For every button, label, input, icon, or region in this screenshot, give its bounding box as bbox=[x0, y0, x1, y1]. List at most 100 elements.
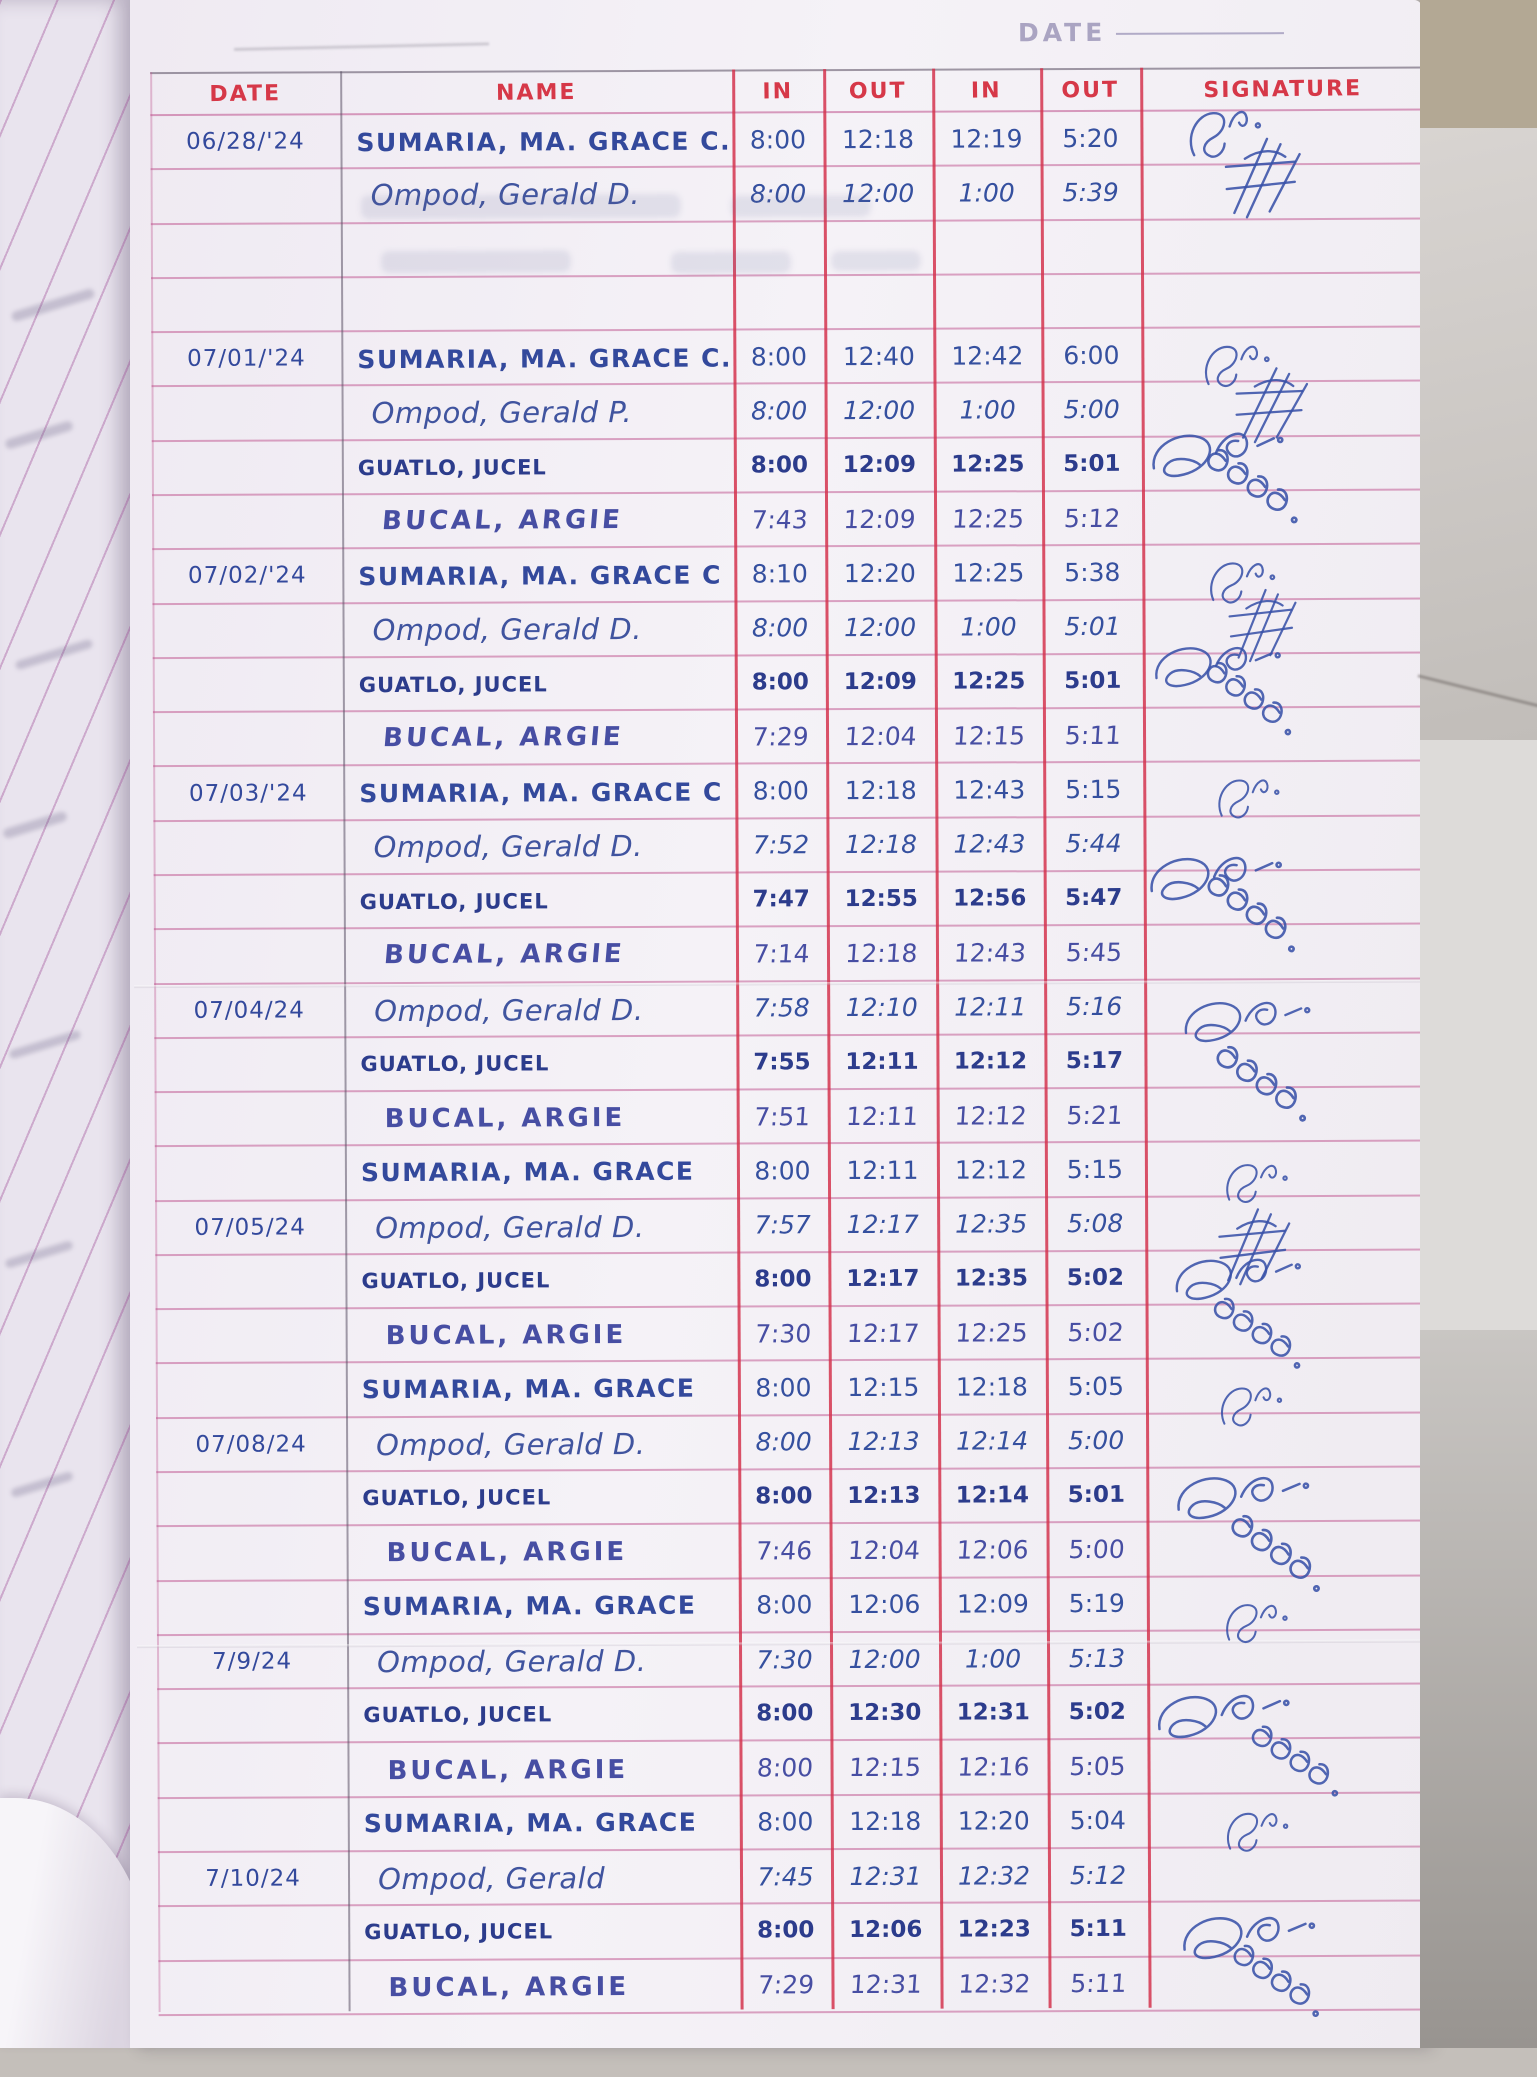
signature-cell bbox=[1143, 788, 1428, 789]
name-cell: BUCAL, ARGIE bbox=[347, 1754, 739, 1786]
in-pm-cell: 12:35 bbox=[937, 1209, 1045, 1238]
out-pm-cell: 5:01 bbox=[1043, 668, 1143, 694]
out-am-cell: 12:17 bbox=[828, 1318, 939, 1347]
in-pm-cell: 12:35 bbox=[937, 1265, 1045, 1291]
in-pm-cell: 12:14 bbox=[938, 1427, 1046, 1456]
out-am-cell: 12:30 bbox=[830, 1700, 939, 1726]
out-pm-cell: 5:12 bbox=[1041, 503, 1143, 532]
out-pm-cell: 5:02 bbox=[1045, 1265, 1145, 1291]
out-am-cell: 12:06 bbox=[831, 1917, 940, 1943]
date-cell: 7/9/24 bbox=[157, 1648, 347, 1675]
out-am-cell: 12:18 bbox=[831, 1807, 940, 1836]
in-am-cell: 8:00 bbox=[734, 452, 825, 478]
out-am-cell: 12:40 bbox=[824, 341, 933, 370]
name-cell: GUATLO, JUCEL bbox=[343, 671, 735, 697]
in-am-cell: 7:51 bbox=[736, 1102, 829, 1131]
in-am-cell: 8:00 bbox=[740, 1807, 831, 1836]
out-am-cell: 12:11 bbox=[828, 1156, 937, 1185]
out-am-cell: 12:31 bbox=[831, 1970, 942, 1999]
date-cell bbox=[154, 901, 344, 902]
date-cell bbox=[153, 738, 343, 739]
date-cell: 06/28/'24 bbox=[150, 128, 340, 155]
in-pm-cell: 12:31 bbox=[939, 1699, 1047, 1725]
header-name: NAME bbox=[340, 77, 732, 107]
name-cell: GUATLO, JUCEL bbox=[346, 1485, 738, 1511]
signature-cell bbox=[1144, 951, 1429, 952]
name-cell: GUATLO, JUCEL bbox=[344, 889, 736, 915]
in-pm-cell: 12:14 bbox=[938, 1482, 1046, 1508]
out-pm-cell: 5:01 bbox=[1042, 451, 1142, 477]
out-am-cell: 12:00 bbox=[825, 396, 934, 425]
out-pm-cell: 5:21 bbox=[1044, 1100, 1146, 1129]
in-am-cell: 7:45 bbox=[740, 1862, 831, 1891]
date-cell bbox=[152, 521, 342, 522]
in-pm-cell: 12:12 bbox=[936, 1101, 1046, 1130]
signature-cell bbox=[1141, 191, 1426, 192]
date-cell: 07/04/24 bbox=[154, 997, 344, 1024]
in-am-cell: 8:00 bbox=[737, 1156, 828, 1185]
out-pm-cell: 5:17 bbox=[1044, 1048, 1144, 1074]
date-cell bbox=[157, 1553, 347, 1554]
in-pm-cell: 12:43 bbox=[935, 775, 1043, 804]
in-pm-cell: 12:32 bbox=[940, 1861, 1048, 1890]
name-cell: SUMARIA, MA. GRACE C. bbox=[340, 126, 732, 157]
sheet: DATE DATE NAME IN OUT IN OUT SIGNATURE 0… bbox=[130, 0, 1431, 2048]
name-cell: Ompod, Gerald D. bbox=[344, 992, 736, 1028]
signature-cell bbox=[1147, 1602, 1432, 1603]
header-out-am: OUT bbox=[823, 78, 932, 104]
in-pm-cell: 12:25 bbox=[933, 504, 1043, 533]
date-cell bbox=[157, 1607, 347, 1608]
out-pm-cell: 5:00 bbox=[1042, 395, 1142, 424]
out-pm-cell: 5:05 bbox=[1046, 1372, 1146, 1401]
in-pm-cell: 12:19 bbox=[932, 124, 1040, 153]
name-cell: GUATLO, JUCEL bbox=[347, 1702, 739, 1728]
signature-cell bbox=[1142, 517, 1427, 518]
signature-cell bbox=[1141, 354, 1426, 355]
in-am-cell: 7:46 bbox=[738, 1536, 831, 1565]
out-pm-cell: 6:00 bbox=[1041, 341, 1141, 370]
signature-cell bbox=[1142, 462, 1427, 463]
faint-smudge bbox=[234, 42, 489, 51]
in-pm-cell: 12:15 bbox=[934, 721, 1044, 750]
in-am-cell: 7:57 bbox=[737, 1210, 828, 1239]
signature-cell bbox=[1146, 1494, 1431, 1495]
out-pm-cell: 5:04 bbox=[1048, 1806, 1148, 1835]
in-pm-cell: 12:11 bbox=[936, 992, 1044, 1021]
header-in-am: IN bbox=[732, 78, 823, 104]
out-am-cell: 12:11 bbox=[827, 1101, 938, 1130]
in-pm-cell: 1:00 bbox=[934, 395, 1042, 424]
name-cell: GUATLO, JUCEL bbox=[344, 1050, 736, 1076]
date-cell: 07/01/'24 bbox=[151, 346, 341, 373]
name-cell: SUMARIA, MA. GRACE bbox=[345, 1157, 737, 1188]
name-cell: Ompod, Gerald bbox=[348, 1861, 740, 1897]
out-pm-cell: 5:19 bbox=[1047, 1589, 1147, 1618]
bleedthrough-marks bbox=[361, 194, 681, 219]
wall-lower bbox=[1420, 1330, 1537, 2048]
out-pm-cell: 5:00 bbox=[1046, 1426, 1146, 1455]
date-cell: 07/02/'24 bbox=[152, 563, 342, 590]
in-am-cell: 7:30 bbox=[739, 1645, 830, 1674]
signature-cell bbox=[1141, 300, 1426, 301]
name-cell: BUCAL, ARGIE bbox=[341, 505, 735, 537]
out-pm-cell: 5:02 bbox=[1045, 1318, 1147, 1347]
name-cell: Ompod, Gerald D. bbox=[343, 611, 735, 647]
bleedthrough-marks bbox=[671, 251, 791, 274]
name-cell: BUCAL, ARGIE bbox=[346, 1320, 738, 1352]
out-pm-cell: 5:44 bbox=[1043, 829, 1143, 858]
out-pm-cell: 5:11 bbox=[1048, 1969, 1150, 1998]
in-am-cell: 8:00 bbox=[739, 1700, 830, 1726]
in-am-cell: 8:00 bbox=[738, 1373, 829, 1402]
in-am-cell: 8:00 bbox=[734, 396, 825, 425]
date-cell bbox=[155, 1118, 345, 1119]
signature-cell bbox=[1147, 1657, 1432, 1658]
in-am-cell: 8:00 bbox=[738, 1428, 829, 1457]
in-pm-cell: 12:06 bbox=[938, 1535, 1048, 1564]
name-cell: GUATLO, JUCEL bbox=[345, 1268, 737, 1294]
out-pm-cell: 5:01 bbox=[1046, 1482, 1146, 1508]
header-signature: SIGNATURE bbox=[1140, 75, 1425, 104]
out-pm-cell: 5:38 bbox=[1042, 558, 1142, 587]
name-cell: SUMARIA, MA. GRACE C bbox=[343, 778, 735, 809]
in-am-cell: 8:00 bbox=[739, 1590, 830, 1619]
date-blank-line bbox=[1116, 32, 1284, 35]
in-am-cell: 8:00 bbox=[735, 613, 826, 642]
